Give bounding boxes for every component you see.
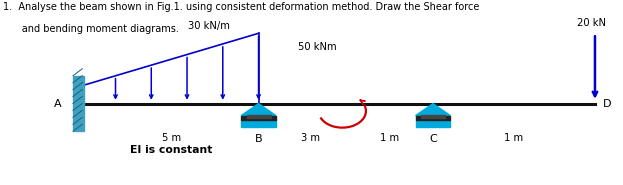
Polygon shape	[416, 104, 450, 116]
Bar	[241, 120, 275, 127]
Text: A: A	[54, 99, 62, 109]
Text: 1 m: 1 m	[505, 133, 523, 143]
Bar	[416, 120, 450, 127]
Text: 20 kN: 20 kN	[578, 18, 606, 28]
Text: 1 m: 1 m	[380, 133, 399, 143]
Text: EI is constant: EI is constant	[130, 145, 212, 155]
Text: B: B	[255, 134, 262, 144]
Text: D: D	[602, 99, 611, 109]
Text: 3 m: 3 m	[302, 133, 320, 143]
Text: C: C	[429, 134, 437, 144]
Text: 5 m: 5 m	[162, 133, 181, 143]
Text: 1.  Analyse the beam shown in Fig.1. using consistent deformation method. Draw t: 1. Analyse the beam shown in Fig.1. usin…	[3, 2, 480, 12]
Bar	[73, 76, 84, 131]
Polygon shape	[241, 104, 276, 116]
Text: 30 kN/m: 30 kN/m	[188, 21, 230, 31]
Bar	[247, 115, 270, 118]
Bar	[421, 115, 445, 118]
Bar	[241, 116, 275, 120]
Text: and bending moment diagrams.: and bending moment diagrams.	[3, 24, 179, 34]
Bar	[416, 116, 450, 120]
Text: 50 kNm: 50 kNm	[298, 42, 336, 52]
